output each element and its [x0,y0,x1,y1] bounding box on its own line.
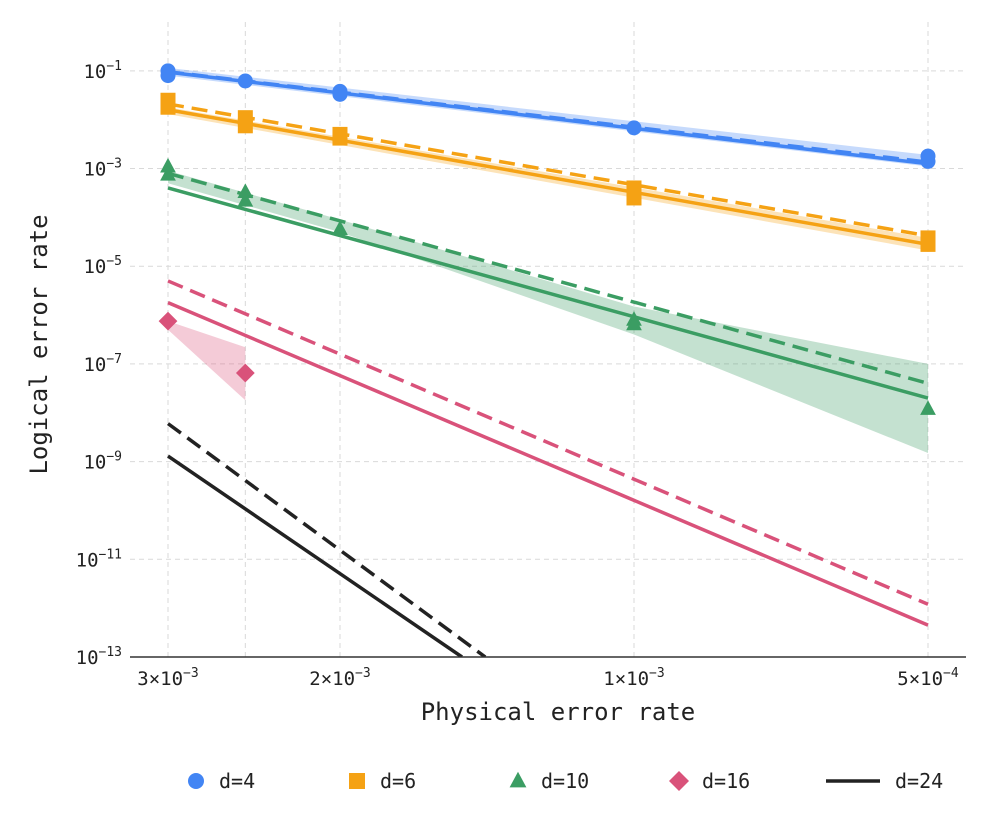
legend-label: d=10 [541,769,589,793]
y-tick-label: 10−1 [83,59,122,83]
point-d10 [160,157,176,173]
y-tick-label: 10−9 [83,450,122,474]
y-tick-label-base: 10 [83,354,106,376]
fit-solid-d4 [167,70,929,166]
y-tick-label-exponent: −11 [99,547,122,562]
point-d6 [920,230,936,246]
legend: d=4 d=6 d=10 d=16 d=24 [188,769,943,793]
point-d4 [332,86,348,102]
point-d10 [920,400,936,415]
legend-label: d=4 [219,769,255,793]
point-d16 [158,311,178,331]
fit-solid-d10 [167,186,929,400]
point-d4 [160,68,176,84]
legend-item-d16: d=16 [669,769,750,793]
y-tick-label-exponent: −13 [99,645,122,660]
fit-dashed-d6 [167,102,929,238]
x-tick-label-base: 1×10 [603,668,649,690]
fit-solid-d24 [167,454,463,657]
band-d10 [168,170,928,454]
point-d6 [160,92,176,108]
line-layer [166,69,929,657]
y-tick-label-exponent: −9 [106,450,122,465]
y-tick-label-exponent: −1 [106,59,122,74]
legend-item-d24: d=24 [826,769,943,793]
point-d10 [237,192,254,207]
y-axis-title: Logical error rate [25,214,53,474]
x-axis-title: Physical error rate [421,698,696,726]
x-tick-label: 1×10−3 [603,666,664,690]
point-d6 [626,180,642,196]
legend-label: d=16 [702,769,750,793]
legend-label: d=6 [380,769,416,793]
band-layer [168,67,928,454]
fit-solid-d6 [167,107,929,247]
point-d4 [626,120,642,136]
point-d10 [160,166,176,181]
point-d10 [332,220,348,235]
x-tick-label-exponent: −3 [649,666,665,681]
fit-solid-d16 [167,300,929,627]
x-tick-label-base: 3×10 [137,668,183,690]
x-tick-label-exponent: −3 [183,666,199,681]
y-tick-label: 10−11 [76,547,122,571]
x-tick-label: 3×10−3 [137,666,198,690]
fit-dashed-d10 [167,171,929,386]
y-tick-label-exponent: −5 [106,254,122,269]
y-tick-label-exponent: −3 [106,157,122,172]
y-tick-label: 10−7 [83,352,122,376]
point-d4 [920,153,936,169]
fit-dashed-d16 [167,279,929,606]
point-d6 [332,126,348,142]
legend-item-d10: d=10 [509,769,589,793]
y-tick-label-exponent: −7 [106,352,122,367]
y-tick-label: 10−13 [76,645,122,669]
y-tick-label-base: 10 [76,549,99,571]
y-tick-label-base: 10 [83,159,106,181]
legend-item-d6: d=6 [349,769,416,793]
y-tick-label-base: 10 [76,647,99,669]
point-d10 [626,315,642,331]
x-tick-label-exponent: −4 [943,666,959,681]
y-tick-label: 10−3 [83,157,122,181]
point-d6 [237,110,253,126]
y-tick-label-base: 10 [83,256,106,278]
fit-dashed-d24 [166,422,487,657]
x-tick-label: 5×10−4 [897,666,959,690]
y-tick-label-base: 10 [83,61,106,83]
point-d4 [237,73,253,89]
legend-item-d4: d=4 [188,769,255,793]
legend-label: d=24 [895,769,943,793]
y-tick-label: 10−5 [83,254,122,278]
marker-layer [158,63,936,415]
legend-circle-icon [188,773,204,789]
x-tick-label: 2×10−3 [309,666,370,690]
legend-triangle-icon [509,771,527,788]
x-tick-label-exponent: −3 [355,666,371,681]
x-tick-label-base: 2×10 [309,668,355,690]
point-d10 [237,183,254,199]
legend-square-icon [349,773,365,789]
tick-layer: 3×10−3 2×10−3 1×10−3 5×10−410−110−310−510−7… [76,59,959,690]
x-tick-label-base: 5×10 [897,668,943,690]
band-d16 [168,321,246,401]
y-tick-label-base: 10 [83,452,106,474]
point-d16 [235,363,255,383]
grid-layer [130,22,966,657]
legend-diamond-icon [669,771,689,791]
